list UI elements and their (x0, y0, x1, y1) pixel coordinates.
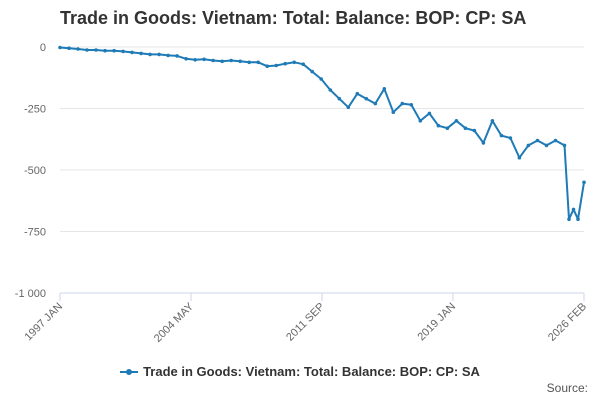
y-tick-label: -500 (24, 165, 46, 177)
y-tick-label: -250 (24, 104, 46, 116)
data-point[interactable] (481, 141, 486, 145)
data-point[interactable] (517, 155, 522, 160)
x-tick-label: 2026 FEB (546, 301, 589, 344)
data-point[interactable] (508, 136, 513, 140)
data-point[interactable] (472, 128, 477, 133)
data-point[interactable] (67, 46, 71, 50)
data-point[interactable] (310, 69, 315, 74)
data-point[interactable] (175, 54, 179, 58)
data-point[interactable] (76, 47, 80, 51)
data-point[interactable] (121, 49, 125, 54)
data-point[interactable] (576, 217, 580, 221)
data-point[interactable] (355, 91, 360, 96)
data-point[interactable] (283, 61, 288, 66)
data-point[interactable] (427, 111, 432, 116)
x-tick-label: 2011 SEP (284, 301, 327, 344)
y-tick-label: -750 (24, 227, 46, 239)
data-point[interactable] (567, 217, 571, 221)
legend-line-marker-icon (120, 367, 139, 377)
data-point[interactable] (400, 101, 405, 106)
data-point[interactable] (582, 180, 586, 185)
data-point[interactable] (418, 119, 423, 123)
data-point[interactable] (184, 57, 188, 61)
data-point[interactable] (409, 103, 414, 107)
data-point[interactable] (526, 143, 531, 148)
data-point[interactable] (211, 58, 215, 63)
chart-title: Trade in Goods: Vietnam: Total: Balance:… (60, 8, 527, 28)
data-point[interactable] (202, 57, 206, 62)
data-point[interactable] (490, 119, 495, 123)
source-credit: Source: (546, 381, 588, 395)
data-point[interactable] (463, 126, 468, 130)
y-tick-label: -1 000 (15, 288, 46, 300)
data-point[interactable] (382, 87, 387, 91)
data-point[interactable] (103, 48, 107, 53)
data-point[interactable] (391, 110, 396, 114)
legend-item-series[interactable]: Trade in Goods: Vietnam: Total: Balance:… (120, 364, 480, 379)
data-point[interactable] (319, 77, 324, 81)
x-tick-label: 2004 MAY (152, 300, 197, 345)
data-point[interactable] (85, 48, 89, 52)
data-point[interactable] (544, 143, 549, 148)
data-point[interactable] (94, 48, 98, 52)
data-point[interactable] (58, 45, 62, 50)
data-point[interactable] (112, 48, 116, 53)
data-point[interactable] (445, 126, 450, 130)
data-point[interactable] (229, 58, 233, 63)
data-point[interactable] (238, 59, 242, 64)
x-tick-label: 2019 JAN (415, 301, 458, 344)
data-point[interactable] (148, 52, 152, 57)
data-point[interactable] (139, 51, 143, 56)
data-point[interactable] (130, 50, 134, 55)
legend-label: Trade in Goods: Vietnam: Total: Balance:… (143, 364, 480, 379)
x-tick-label: 1997 JAN (22, 301, 65, 344)
data-point[interactable] (337, 96, 342, 101)
data-point[interactable] (274, 63, 279, 68)
legend: Trade in Goods: Vietnam: Total: Balance:… (0, 364, 600, 380)
data-point[interactable] (553, 138, 558, 143)
data-point[interactable] (346, 105, 351, 110)
data-point[interactable] (193, 58, 197, 62)
data-point[interactable] (256, 60, 261, 65)
series-line[interactable] (59, 46, 585, 221)
data-point[interactable] (247, 60, 251, 65)
data-point[interactable] (571, 207, 576, 212)
data-point[interactable] (562, 143, 567, 148)
data-point[interactable] (499, 133, 504, 138)
data-point[interactable] (328, 88, 333, 92)
data-point[interactable] (454, 119, 459, 123)
data-point[interactable] (265, 64, 270, 68)
data-point[interactable] (364, 96, 369, 101)
data-point[interactable] (157, 52, 161, 57)
data-point[interactable] (436, 123, 441, 128)
data-point[interactable] (301, 62, 306, 66)
y-tick-label: 0 (40, 42, 46, 54)
data-point[interactable] (220, 59, 224, 64)
data-point[interactable] (373, 101, 378, 106)
data-point[interactable] (292, 60, 297, 65)
data-point[interactable] (166, 53, 170, 58)
data-point[interactable] (535, 138, 540, 143)
